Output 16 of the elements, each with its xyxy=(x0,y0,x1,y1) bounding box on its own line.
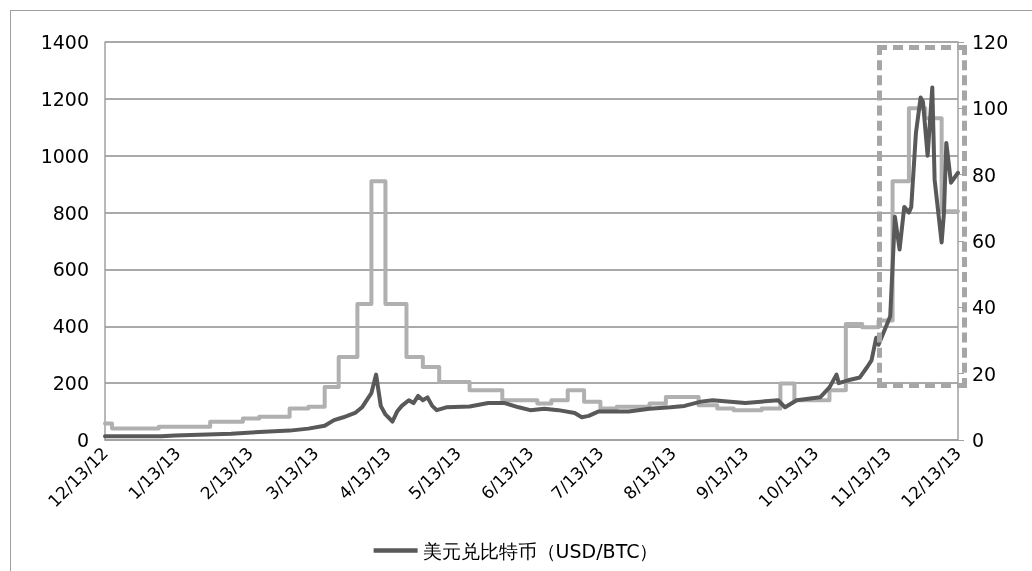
y2-tick-label: 0 xyxy=(972,429,985,451)
y-tick-label: 0 xyxy=(76,429,89,451)
y-tick-label: 600 xyxy=(52,258,89,281)
y-tick-label: 800 xyxy=(52,201,89,224)
y-tick-label: 200 xyxy=(52,372,89,395)
y2-tick-label: 60 xyxy=(972,230,997,252)
y-tick-label: 1200 xyxy=(40,87,89,110)
y2-tick-label: 120 xyxy=(972,31,1009,53)
y2-tick-label: 40 xyxy=(972,296,997,319)
y2-tick-label: 20 xyxy=(972,362,997,385)
legend-label: 美元兑比特币（USD/BTC） xyxy=(422,539,659,562)
y2-tick-label: 100 xyxy=(972,97,1009,120)
y-tick-label: 1400 xyxy=(40,31,89,53)
y-tick-label: 1000 xyxy=(40,144,89,167)
y-tick-label: 400 xyxy=(52,315,89,338)
y2-tick-label: 80 xyxy=(972,163,997,186)
